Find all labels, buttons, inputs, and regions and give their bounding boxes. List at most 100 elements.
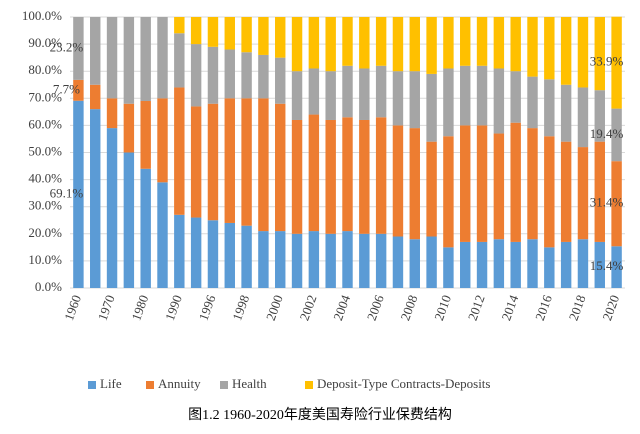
bar-segment	[123, 152, 135, 288]
x-tick-label: 1998	[229, 293, 252, 323]
bar-segment	[174, 214, 185, 288]
bar-segment	[325, 17, 336, 72]
bar-segment	[157, 17, 168, 99]
bar-segment	[359, 233, 370, 288]
bar-segment	[426, 73, 437, 142]
bar-segment	[207, 46, 219, 104]
x-tick-label: 2002	[296, 293, 319, 323]
bar-segment	[493, 239, 505, 288]
bar-segment	[241, 225, 252, 288]
bar-segment	[359, 17, 370, 69]
bar-segment	[258, 231, 269, 288]
x-tick-label: 2012	[465, 293, 488, 323]
data-label: 69.1%	[50, 185, 84, 200]
bar-segment	[73, 100, 84, 288]
x-tick-label: 2020	[599, 293, 622, 323]
bar-segment	[594, 241, 605, 288]
bar-segment	[224, 98, 235, 223]
bar-segment	[224, 49, 235, 99]
bar-segment	[577, 239, 589, 288]
bar-segment	[90, 17, 101, 85]
bar-segment	[527, 17, 538, 77]
x-tick-label: 1960	[61, 293, 84, 323]
bar-segment	[123, 17, 135, 104]
bar-segment	[90, 109, 101, 288]
bar-segment	[476, 65, 488, 126]
x-tick-label: 1980	[128, 293, 151, 323]
bar-segment	[224, 222, 235, 288]
bar-segment	[73, 79, 84, 101]
bar-segment	[594, 141, 605, 242]
bar-segment	[409, 239, 420, 288]
bar-segment	[510, 122, 521, 242]
bar-segment	[275, 103, 286, 232]
data-label: 15.4%	[590, 258, 624, 273]
bar-segment	[190, 217, 202, 288]
bar-segment	[392, 71, 404, 126]
bar-segment	[611, 16, 622, 109]
bar-segment	[375, 233, 387, 288]
bar-segment	[275, 17, 286, 58]
bar-segment	[510, 17, 521, 72]
bar-segment	[375, 65, 387, 118]
bar-segment	[106, 128, 118, 288]
x-tick-label: 2004	[330, 292, 353, 322]
x-tick-label: 1996	[196, 292, 219, 322]
bar-segment	[443, 17, 454, 69]
bar-segment	[375, 17, 387, 66]
bar-segment	[241, 17, 252, 53]
x-tick-label: 2006	[364, 292, 387, 322]
y-tick-label: 10.0%	[28, 252, 62, 267]
bar-segment	[123, 103, 135, 153]
bar-segment	[577, 147, 589, 240]
data-label: 23.2%	[50, 39, 84, 54]
bar-segment	[544, 247, 555, 288]
y-tick-label: 50.0%	[28, 143, 62, 158]
bar-segment	[527, 239, 538, 288]
bar-segment	[409, 17, 420, 72]
x-tick-label: 2014	[498, 292, 521, 322]
bar-segment	[207, 103, 219, 221]
bar-segment	[544, 17, 555, 80]
y-tick-label: 90.0%	[28, 35, 62, 50]
bar-segment	[207, 220, 219, 288]
bar-segment	[392, 125, 404, 237]
bar-segment	[443, 68, 454, 137]
bar-segment	[106, 17, 118, 99]
bar-segment	[560, 141, 572, 242]
legend-marker	[88, 381, 96, 389]
bar-segment	[190, 44, 202, 107]
bar-segment	[426, 141, 437, 237]
bar-segment	[460, 125, 471, 242]
x-tick-label: 2000	[263, 293, 286, 323]
bar-segment	[476, 125, 488, 242]
bar-segment	[342, 231, 353, 288]
x-tick-label: 2016	[532, 292, 555, 322]
legend-marker	[220, 381, 228, 389]
bar-segment	[359, 119, 370, 234]
bar-segment	[174, 33, 185, 88]
bar-segment	[560, 17, 572, 85]
y-tick-label: 60.0%	[28, 116, 62, 131]
bar-segment	[460, 17, 471, 66]
x-tick-label: 2010	[431, 293, 454, 323]
bar-segment	[174, 17, 185, 34]
bar-segment	[291, 233, 303, 288]
bar-segment	[375, 117, 387, 234]
bar-segment	[342, 17, 353, 66]
bar-segment	[325, 233, 336, 288]
bar-segment	[460, 65, 471, 126]
bar-segment	[611, 108, 622, 162]
bar-segment	[140, 101, 151, 169]
bar-segment	[258, 98, 269, 232]
bar-segment	[493, 68, 505, 134]
bar-segment	[392, 17, 404, 72]
bar-segment	[291, 71, 303, 120]
bar-segment	[291, 119, 303, 234]
bar-segment	[140, 168, 151, 288]
legend-label: Deposit-Type Contracts-Deposits	[317, 376, 490, 391]
bar-segment	[342, 117, 353, 232]
bar-segment	[560, 84, 572, 142]
x-tick-label: 2018	[566, 293, 589, 323]
